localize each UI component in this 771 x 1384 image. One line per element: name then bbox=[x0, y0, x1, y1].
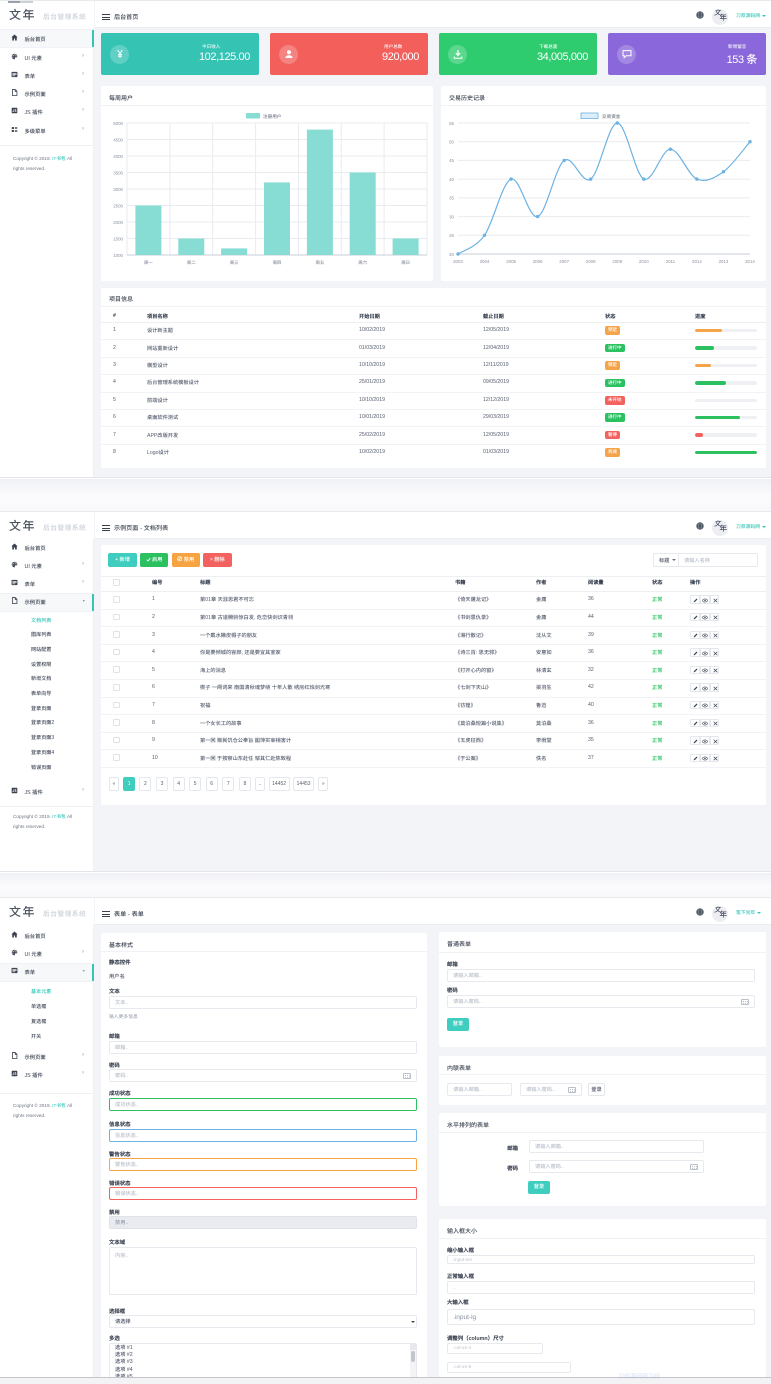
svg-text:注册用户: 注册用户 bbox=[263, 114, 281, 119]
svg-text:交易资金: 交易资金 bbox=[602, 114, 621, 119]
svg-text:周二: 周二 bbox=[187, 260, 196, 265]
svg-text:2006: 2006 bbox=[533, 259, 543, 264]
svg-text:25: 25 bbox=[449, 233, 454, 238]
svg-text:2010: 2010 bbox=[639, 259, 649, 264]
svg-text:1000: 1000 bbox=[113, 253, 123, 258]
svg-text:2008: 2008 bbox=[586, 259, 596, 264]
svg-text:55: 55 bbox=[449, 121, 454, 126]
svg-text:2007: 2007 bbox=[559, 259, 569, 264]
svg-text:3000: 3000 bbox=[113, 187, 123, 192]
svg-text:2012: 2012 bbox=[692, 259, 702, 264]
svg-text:30: 30 bbox=[449, 214, 454, 219]
svg-text:2014: 2014 bbox=[745, 259, 755, 264]
svg-text:1500: 1500 bbox=[113, 236, 123, 241]
svg-text:2003: 2003 bbox=[453, 259, 463, 264]
svg-text:2009: 2009 bbox=[612, 259, 622, 264]
svg-text:50: 50 bbox=[449, 140, 454, 145]
svg-text:35: 35 bbox=[449, 196, 454, 201]
svg-text:周日: 周日 bbox=[401, 260, 410, 265]
svg-text:周五: 周五 bbox=[316, 260, 325, 265]
svg-text:2004: 2004 bbox=[480, 259, 490, 264]
svg-text:4000: 4000 bbox=[113, 154, 123, 159]
svg-text:45: 45 bbox=[449, 158, 454, 163]
svg-text:周三: 周三 bbox=[230, 260, 239, 265]
svg-text:4500: 4500 bbox=[113, 137, 123, 142]
svg-text:5000: 5000 bbox=[113, 121, 123, 126]
svg-text:2011: 2011 bbox=[666, 259, 676, 264]
svg-text:周六: 周六 bbox=[358, 260, 367, 265]
svg-text:40: 40 bbox=[449, 177, 454, 182]
svg-text:2005: 2005 bbox=[506, 259, 516, 264]
svg-text:20: 20 bbox=[449, 252, 454, 257]
svg-text:周一: 周一 bbox=[144, 260, 153, 265]
svg-text:2013: 2013 bbox=[719, 259, 729, 264]
svg-text:周四: 周四 bbox=[273, 260, 282, 265]
svg-text:2500: 2500 bbox=[113, 203, 123, 208]
svg-text:2000: 2000 bbox=[113, 220, 123, 225]
svg-text:3500: 3500 bbox=[113, 170, 123, 175]
